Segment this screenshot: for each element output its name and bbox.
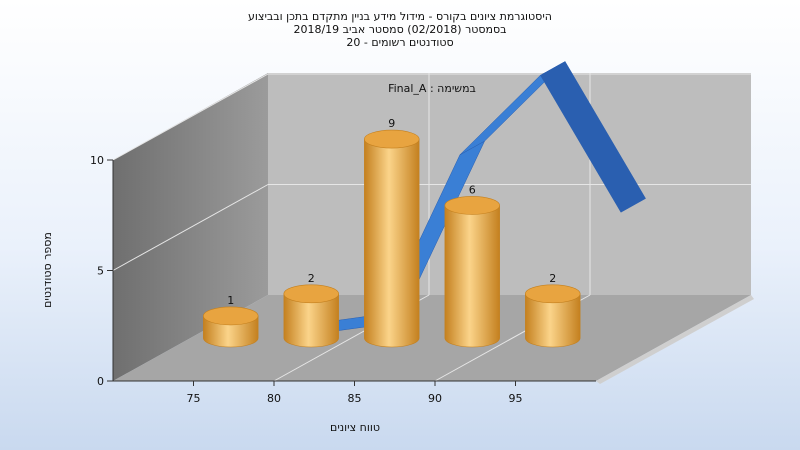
legend-label: Final_A : במשימה: [388, 82, 476, 95]
chart-title-line-2: בסמסטר (02/2018) סמסטר אביב 2018/19: [293, 23, 507, 36]
gridline-y: [112, 184, 269, 271]
bar: 9: [364, 117, 420, 348]
bar-value-label: 6: [469, 183, 476, 196]
y-tick-label: 0: [97, 375, 104, 388]
bar-body: [525, 293, 581, 348]
chart-title-line-3: סטודנטים רשומים - 20: [346, 36, 454, 49]
bar-top: [203, 306, 259, 326]
right-side-panel: [596, 295, 754, 384]
axes: 0 5 10 75 80 85 90 95: [90, 154, 596, 405]
bar: 6: [444, 183, 500, 348]
y-axis-title: מספר סטודנטים: [41, 232, 54, 308]
bar-value-label: 2: [549, 272, 556, 285]
bar-value-label: 9: [388, 117, 395, 130]
x-axis-title: טווח ציונים: [330, 421, 380, 434]
bar-body: [364, 138, 420, 348]
gridlines: [112, 73, 751, 382]
chart-title: היסטוגרמת ציונים בקורס - מידול מידע בניי…: [0, 10, 800, 49]
bar-top: [525, 284, 581, 304]
x-tick-label: 85: [348, 392, 362, 405]
bar-body: [444, 205, 500, 348]
bar: 2: [283, 272, 339, 348]
gridline-y: [112, 73, 269, 161]
y-tick-label: 10: [90, 154, 104, 167]
bar-body: [283, 293, 339, 348]
bar-top: [444, 196, 500, 215]
bar-top: [283, 284, 339, 304]
floor: [113, 295, 751, 381]
bar-value-label: 2: [308, 272, 315, 285]
bar: 1: [203, 294, 259, 348]
bar-top: [364, 129, 420, 149]
y-tick-label: 5: [97, 265, 104, 278]
x-tick-label: 80: [267, 392, 281, 405]
bar-value-label: 1: [227, 294, 234, 307]
chart-title-line-1: היסטוגרמת ציונים בקורס - מידול מידע בניי…: [248, 10, 552, 23]
x-tick-label: 95: [509, 392, 523, 405]
line-segment: [540, 61, 646, 213]
x-tick-label: 90: [428, 392, 442, 405]
x-tick-label: 75: [187, 392, 201, 405]
bar: 2: [525, 272, 581, 348]
